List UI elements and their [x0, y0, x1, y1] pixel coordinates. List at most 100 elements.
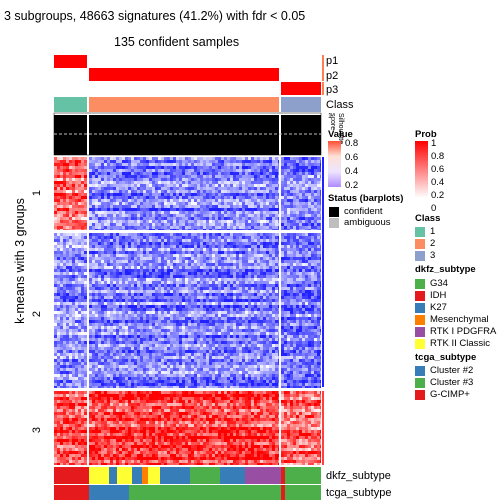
heatmap-cell — [275, 166, 278, 169]
heatmap-cell — [164, 296, 167, 299]
heatmap-cell — [245, 214, 248, 217]
heatmap-cell — [212, 299, 215, 302]
heatmap-cell — [287, 217, 290, 220]
heatmap-cell — [140, 193, 143, 196]
heatmap-cell — [179, 236, 182, 239]
heatmap-cell — [104, 236, 107, 239]
heatmap-cell — [98, 317, 101, 320]
heatmap-cell — [260, 196, 263, 199]
heatmap-cell — [54, 353, 57, 356]
heatmap-cell — [95, 260, 98, 263]
heatmap-cell — [263, 311, 266, 314]
heatmap-cell — [54, 245, 57, 248]
heatmap-cell — [224, 214, 227, 217]
heatmap-cell — [227, 302, 230, 305]
heatmap-cell — [203, 211, 206, 214]
heatmap-cell — [173, 308, 176, 311]
heatmap-cell — [257, 296, 260, 299]
heatmap-cell — [63, 278, 66, 281]
heatmap-cell — [239, 251, 242, 254]
heatmap-cell — [233, 299, 236, 302]
heatmap-cell — [95, 251, 98, 254]
heatmap-cell — [227, 190, 230, 193]
heatmap-cell — [185, 184, 188, 187]
heatmap-cell — [194, 257, 197, 260]
heatmap-cell — [272, 275, 275, 278]
heatmap-cell — [84, 314, 87, 317]
heatmap-cell — [63, 371, 66, 374]
heatmap-cell — [188, 269, 191, 272]
heatmap-cell — [257, 229, 260, 230]
heatmap-cell — [215, 332, 218, 335]
heatmap-cell — [185, 229, 188, 230]
heatmap-cell — [209, 296, 212, 299]
heatmap-cell — [63, 338, 66, 341]
heatmap-cell — [227, 242, 230, 245]
heatmap-cell — [110, 326, 113, 329]
heatmap-cell — [140, 320, 143, 323]
heatmap-cell — [72, 284, 75, 287]
heatmap-cell — [227, 229, 230, 230]
heatmap-cell — [69, 169, 72, 172]
heatmap-cell — [107, 302, 110, 305]
heatmap-cell — [251, 308, 254, 311]
heatmap-cell — [101, 245, 104, 248]
heatmap-cell — [185, 260, 188, 263]
heatmap-cell — [125, 311, 128, 314]
heatmap-cell — [218, 226, 221, 229]
heatmap-cell — [206, 284, 209, 287]
heatmap-cell — [278, 266, 279, 269]
heatmap-cell — [107, 329, 110, 332]
heatmap-cell — [212, 329, 215, 332]
heatmap-cell — [101, 257, 104, 260]
heatmap-cell — [63, 332, 66, 335]
heatmap-cell — [84, 166, 87, 169]
heatmap-cell — [95, 272, 98, 275]
heatmap-cell — [170, 236, 173, 239]
heatmap-cell — [278, 236, 279, 239]
heatmap-cell — [164, 236, 167, 239]
heatmap-cell — [95, 257, 98, 260]
heatmap-cell — [188, 260, 191, 263]
heatmap-cell — [245, 211, 248, 214]
heatmap-cell — [113, 172, 116, 175]
heatmap-cell — [275, 187, 278, 190]
heatmap-cell — [245, 233, 248, 236]
heatmap-cell — [72, 377, 75, 380]
heatmap-cell — [215, 196, 218, 199]
heatmap-cell — [209, 190, 212, 193]
heatmap-cell — [308, 196, 311, 199]
heatmap-cell — [75, 380, 78, 383]
heatmap-cell — [54, 380, 57, 383]
heatmap-cell — [140, 281, 143, 284]
heatmap-cell — [230, 260, 233, 263]
heatmap-cell — [317, 187, 320, 190]
heatmap-cell — [113, 169, 116, 172]
heatmap-cell — [194, 184, 197, 187]
heatmap-cell — [173, 317, 176, 320]
heatmap-cell — [173, 311, 176, 314]
heatmap-cell — [281, 211, 284, 214]
heatmap-cell — [66, 302, 69, 305]
heatmap-cell — [63, 317, 66, 320]
heatmap-cell — [75, 251, 78, 254]
heatmap-cell — [245, 229, 248, 230]
heatmap-cell — [227, 172, 230, 175]
heatmap-cell — [164, 245, 167, 248]
heatmap-cell — [134, 305, 137, 308]
heatmap-cell — [57, 347, 60, 350]
heatmap-cell — [155, 181, 158, 184]
heatmap-cell — [149, 196, 152, 199]
heatmap-cell — [287, 184, 290, 187]
heatmap-cell — [89, 329, 92, 332]
heatmap-cell — [89, 175, 92, 178]
heatmap-cell — [128, 266, 131, 269]
heatmap-cell — [239, 205, 242, 208]
heatmap-cell — [314, 181, 317, 184]
heatmap-cell — [155, 157, 158, 160]
heatmap-cell — [167, 233, 170, 236]
heatmap-cell — [260, 160, 263, 163]
heatmap-cell — [104, 190, 107, 193]
heatmap-cell — [281, 178, 284, 181]
heatmap-cell — [257, 266, 260, 269]
